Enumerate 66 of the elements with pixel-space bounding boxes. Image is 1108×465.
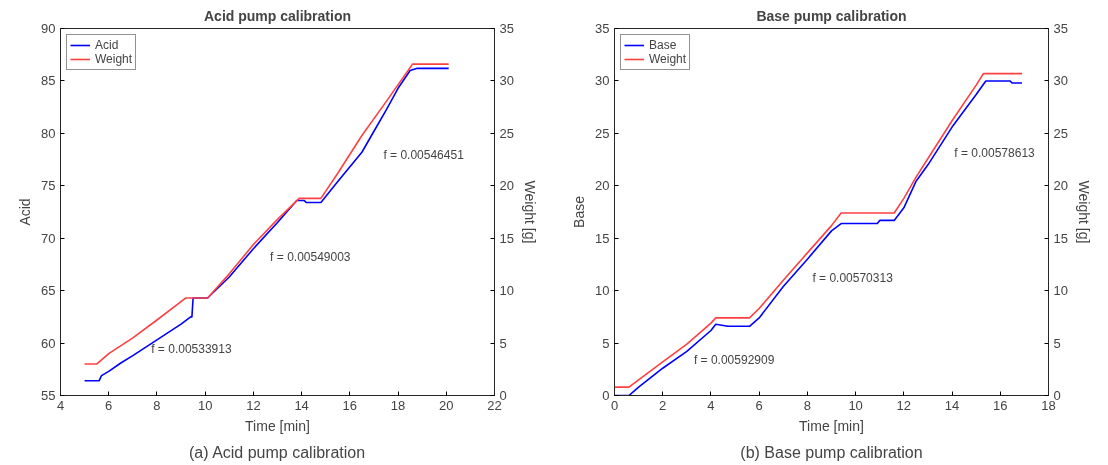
y-tick-label: 20 xyxy=(595,178,610,194)
y-tick-label: 5 xyxy=(602,335,610,351)
x-axis-title: Time [min] xyxy=(799,417,864,434)
y-tick-label: 75 xyxy=(41,178,56,194)
y2-tick-label: 20 xyxy=(499,178,514,194)
y-tick-label: 80 xyxy=(41,125,56,141)
x-tick-label: 6 xyxy=(755,397,763,413)
y-tick-label: 35 xyxy=(595,21,610,36)
y2-tick-label: 10 xyxy=(1053,283,1068,299)
legend-label: Weight xyxy=(649,52,687,66)
y2-tick-label: 20 xyxy=(1053,178,1068,194)
annotation: f = 0.00592909 xyxy=(693,352,775,367)
x-tick-label: 14 xyxy=(294,397,309,413)
y-tick-label: 60 xyxy=(41,335,56,351)
y2-tick-label: 30 xyxy=(499,73,514,89)
y-tick-label: 10 xyxy=(595,283,610,299)
annotation: f = 0.00549003 xyxy=(270,250,351,265)
y2-tick-label: 35 xyxy=(1053,21,1068,36)
annotation: f = 0.00533913 xyxy=(151,342,232,357)
annotation: f = 0.00578613 xyxy=(954,146,1036,161)
y2-axis-title: Weight [g] xyxy=(521,180,538,244)
y-axis-title: Base xyxy=(571,195,588,228)
y2-tick-label: 5 xyxy=(1053,335,1061,351)
x-tick-label: 16 xyxy=(993,397,1008,413)
y-tick-label: 25 xyxy=(595,125,610,141)
chart-title: Base pump calibration xyxy=(756,7,907,24)
x-tick-label: 6 xyxy=(105,397,113,413)
x-tick-label: 4 xyxy=(707,397,715,413)
x-tick-label: 10 xyxy=(197,397,213,413)
x-tick-label: 10 xyxy=(848,397,863,413)
legend-label: Base xyxy=(649,38,677,52)
y-tick-label: 55 xyxy=(41,388,56,403)
annotation: f = 0.00546451 xyxy=(383,148,465,163)
y2-tick-label: 30 xyxy=(1053,73,1068,89)
y-tick-label: 15 xyxy=(595,230,610,246)
y-tick-label: 85 xyxy=(41,73,56,89)
text: (a) Acid pump calibration xyxy=(189,443,366,461)
y2-tick-label: 5 xyxy=(499,335,507,351)
annotation: f = 0.00570313 xyxy=(812,271,894,286)
chart-title: Acid pump calibration xyxy=(203,7,352,24)
x-tick-label: 16 xyxy=(342,397,358,413)
y2-tick-label: 25 xyxy=(499,125,514,141)
y2-tick-label: 15 xyxy=(499,230,514,246)
y2-axis-title: Weight [g] xyxy=(1075,180,1092,244)
x-tick-label: 18 xyxy=(390,397,406,413)
y2-tick-label: 25 xyxy=(1053,125,1068,141)
x-tick-label: 12 xyxy=(896,397,912,413)
x-tick-label: 8 xyxy=(153,397,161,413)
y-tick-label: 70 xyxy=(41,230,56,246)
x-tick-label: 2 xyxy=(659,397,667,413)
x-axis-title: Time [min] xyxy=(245,417,310,434)
x-tick-label: 4 xyxy=(56,397,65,413)
x-tick-label: 8 xyxy=(803,397,812,413)
x-tick-label: 20 xyxy=(439,397,454,413)
x-tick-label: 14 xyxy=(944,397,960,413)
y-tick-label: 90 xyxy=(41,21,56,36)
y-axis-title: Acid xyxy=(17,198,34,226)
x-tick-label: 12 xyxy=(246,397,261,413)
y2-tick-label: 10 xyxy=(499,283,514,299)
legend-label: Weight xyxy=(95,52,133,66)
y-tick-label: 30 xyxy=(595,73,610,89)
legend-label: Acid xyxy=(95,38,119,52)
y2-tick-label: 35 xyxy=(499,21,514,36)
y-tick-label: 65 xyxy=(41,283,56,299)
y2-tick-label: 15 xyxy=(1053,230,1068,246)
text: (b) Base pump calibration xyxy=(740,443,923,461)
